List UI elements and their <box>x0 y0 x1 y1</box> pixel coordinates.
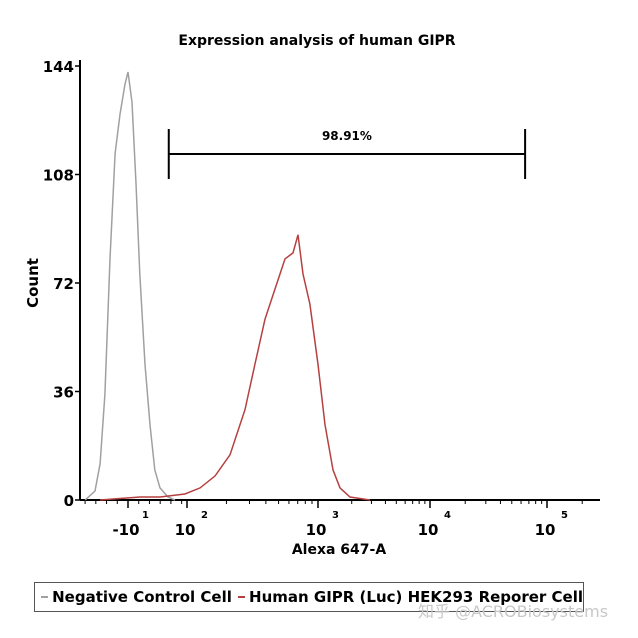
x-tick-exponent: 5 <box>561 510 568 521</box>
x-tick-label: 10 <box>535 521 556 539</box>
legend-swatch-negative-control <box>41 596 49 598</box>
x-tick-exponent: 2 <box>201 510 208 521</box>
chart-title: Expression analysis of human GIPR <box>178 33 455 49</box>
y-tick-label: 36 <box>53 384 74 402</box>
y-axis-label: Count <box>24 258 42 308</box>
y-tick-label: 72 <box>53 275 74 293</box>
legend: Negative Control Cell Human GIPR (Luc) H… <box>34 582 584 612</box>
watermark: 知乎 @ACROBiosystems <box>418 602 609 621</box>
x-axis-label: Alexa 647-A <box>292 542 387 558</box>
y-tick-label: 144 <box>43 58 74 76</box>
x-tick-label: -10 <box>112 521 139 539</box>
series-line-0 <box>84 71 176 501</box>
legend-label-gipr: Human GIPR (Luc) HEK293 Reporer Cell <box>249 588 583 606</box>
x-tick-exponent: 3 <box>332 510 339 521</box>
x-tick-label: 10 <box>418 521 439 539</box>
x-tick-exponent: 4 <box>444 510 451 521</box>
legend-swatch-gipr <box>237 596 246 598</box>
x-tick-label: 10 <box>175 521 196 539</box>
y-tick-label: 108 <box>43 167 74 185</box>
x-tick-label: 10 <box>306 521 327 539</box>
legend-label-negative-control: Negative Control Cell <box>52 588 232 606</box>
y-tick-label: 0 <box>64 492 74 510</box>
series-line-1 <box>100 234 371 501</box>
x-tick-exponent: 1 <box>142 510 149 521</box>
gate-percentage-label: 98.91% <box>322 129 372 143</box>
